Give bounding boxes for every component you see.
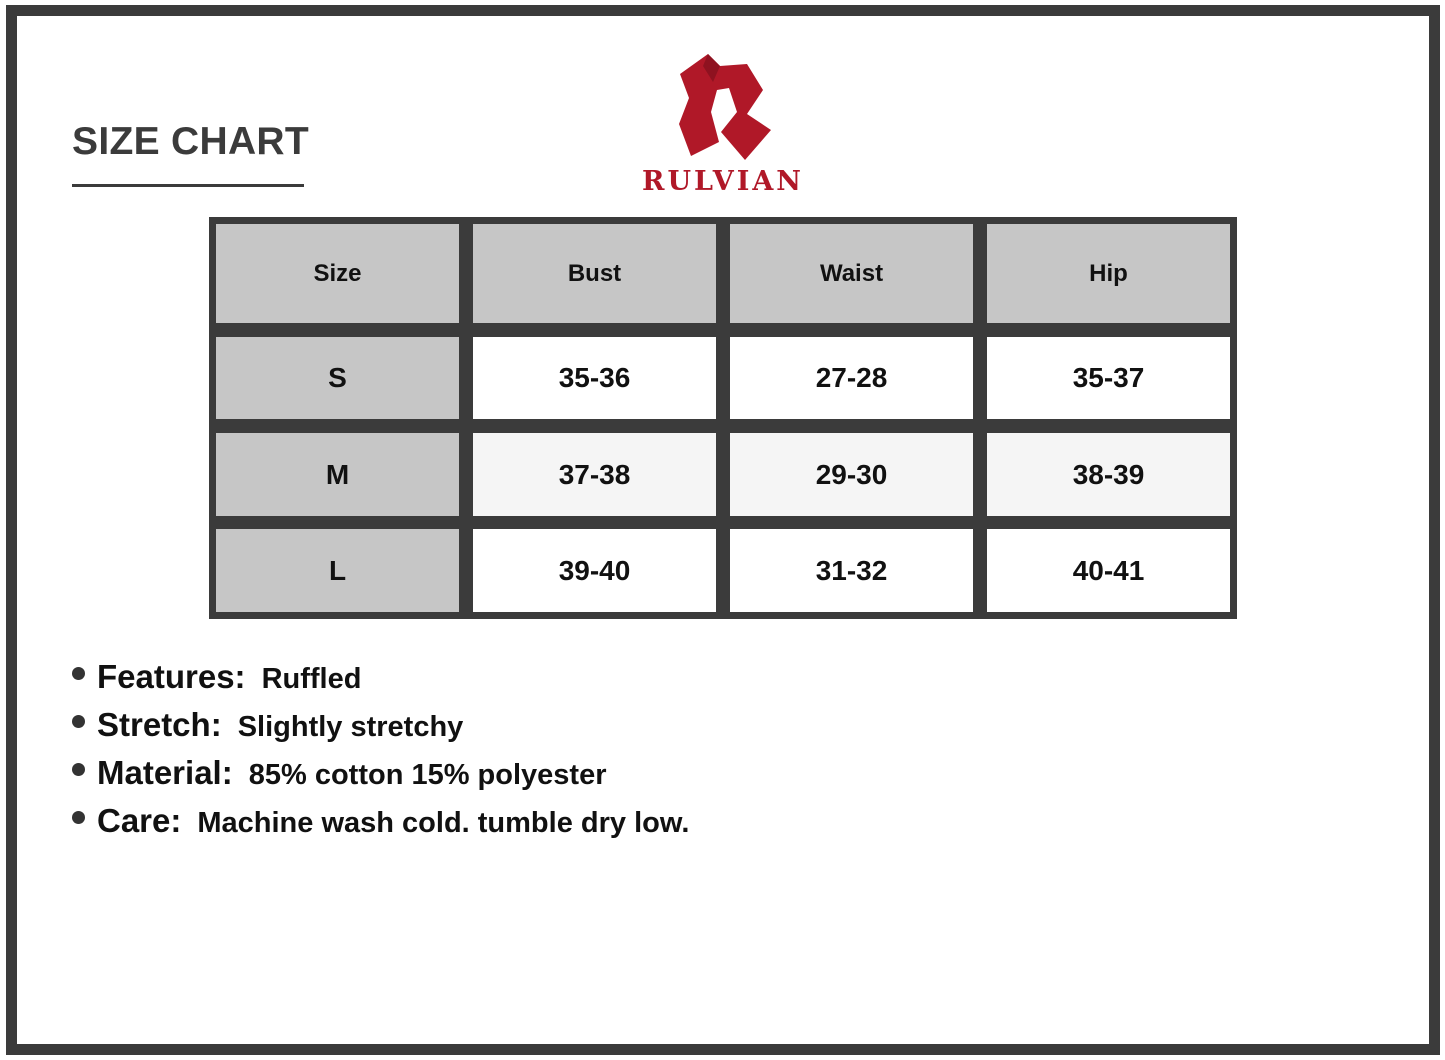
stretch-label: Stretch:: [97, 706, 222, 743]
hip-m: 38-39: [987, 433, 1230, 516]
header-waist: Waist: [730, 224, 973, 323]
brand-name: RULVIAN: [642, 166, 804, 197]
bullet-icon: [72, 811, 85, 824]
bullet-icon: [72, 715, 85, 728]
bust-l: 39-40: [473, 529, 716, 612]
stretch-item: Stretch: Slightly stretchy: [72, 706, 463, 744]
feature-label: Features:: [97, 658, 246, 695]
material-item: Material: 85% cotton 15% polyester: [72, 754, 607, 792]
bullet-icon: [72, 667, 85, 680]
feature-value: Ruffled: [261, 663, 362, 695]
care-label: Care:: [97, 802, 182, 839]
size-table: Size Bust Waist Hip S 35-36 27-28 35-37 …: [209, 217, 1237, 619]
title-underline: [72, 184, 304, 187]
material-label: Material:: [97, 754, 233, 791]
size-l: L: [216, 529, 459, 612]
material-value: 85% cotton 15% polyester: [248, 759, 607, 791]
size-s: S: [216, 337, 459, 419]
page-title: SIZE CHART: [72, 120, 309, 163]
hip-l: 40-41: [987, 529, 1230, 612]
waist-l: 31-32: [730, 529, 973, 612]
brand-logo-icon: [679, 54, 771, 160]
header-size: Size: [216, 224, 459, 323]
stretch-value: Slightly stretchy: [237, 711, 464, 743]
bullet-icon: [72, 763, 85, 776]
header-hip: Hip: [987, 224, 1230, 323]
waist-m: 29-30: [730, 433, 973, 516]
waist-s: 27-28: [730, 337, 973, 419]
size-m: M: [216, 433, 459, 516]
header-bust: Bust: [473, 224, 716, 323]
care-item: Care: Machine wash cold. tumble dry low.: [72, 802, 689, 840]
bust-m: 37-38: [473, 433, 716, 516]
feature-item: Features: Ruffled: [72, 658, 361, 696]
hip-s: 35-37: [987, 337, 1230, 419]
care-value: Machine wash cold. tumble dry low.: [197, 807, 690, 839]
bust-s: 35-36: [473, 337, 716, 419]
